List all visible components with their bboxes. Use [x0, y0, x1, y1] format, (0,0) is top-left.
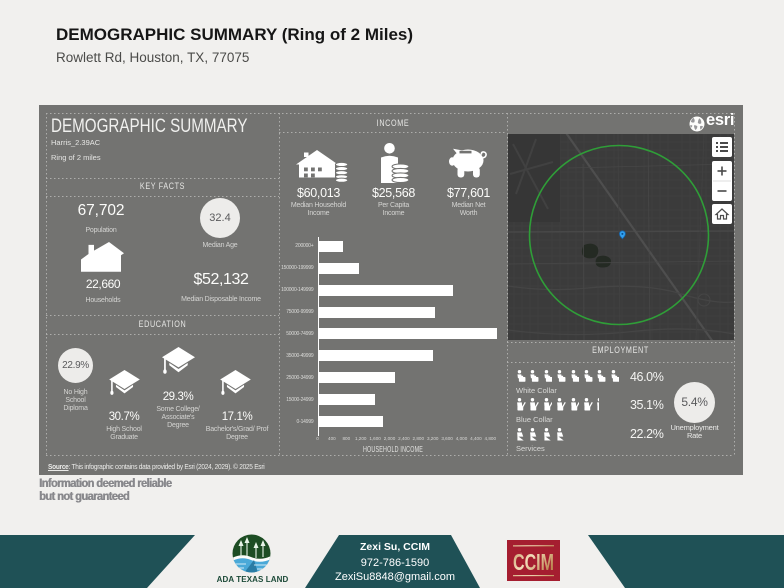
svg-text:CCIM: CCIM [513, 549, 554, 575]
